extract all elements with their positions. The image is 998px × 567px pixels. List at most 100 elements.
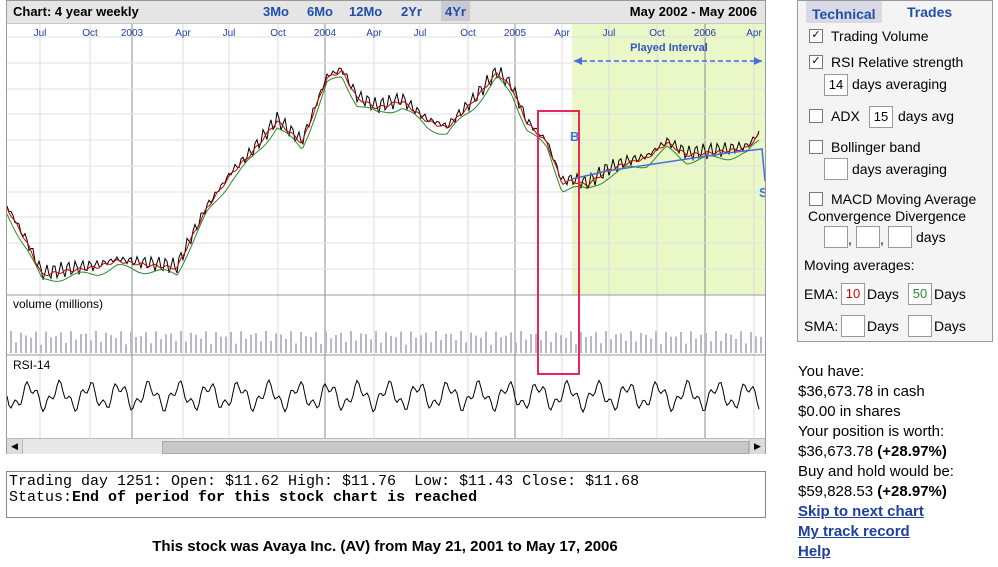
macd-input-1[interactable]	[824, 226, 848, 248]
tab-3mo[interactable]: 3Mo	[263, 4, 289, 19]
month-label: Apr	[554, 28, 570, 39]
trading-volume-label: Trading Volume	[831, 28, 929, 44]
status-value: End of period for this stock chart is re…	[72, 489, 478, 506]
ema-long-days: Days	[934, 286, 966, 302]
month-label: 2006	[694, 28, 717, 39]
ema-long-input[interactable]: 50	[908, 283, 932, 305]
macd-label-2: Convergence Divergence	[808, 208, 966, 224]
rsi-line	[7, 378, 760, 414]
scroll-right-icon[interactable]: ▶	[749, 439, 765, 454]
volume-bars	[10, 331, 762, 353]
month-label: Apr	[366, 28, 382, 39]
adx-label: ADX	[831, 108, 860, 124]
bollinger-label: Bollinger band	[831, 139, 921, 155]
macd-input-2[interactable]	[856, 226, 880, 248]
trading-info-box: Trading day 1251: Open: $11.62 High: $11…	[6, 471, 766, 518]
rsi-checkbox[interactable]: ✓	[809, 55, 823, 69]
sma-short-input[interactable]	[841, 315, 865, 337]
help-link[interactable]: Help	[798, 543, 831, 560]
macd-days-label: days	[916, 229, 946, 245]
macd-label-1: MACD Moving Average	[831, 191, 977, 207]
tab-12mo[interactable]: 12Mo	[349, 4, 383, 19]
ema-label: EMA:	[804, 286, 839, 302]
macd-comma-2: ,	[880, 231, 884, 247]
macd-input-3[interactable]	[888, 226, 912, 248]
month-label: Jul	[414, 28, 427, 39]
rsi-days-label: days averaging	[852, 76, 947, 92]
scroll-left-icon[interactable]: ◀	[7, 439, 23, 454]
stock-reveal-text: This stock was Avaya Inc. (AV) from May …	[152, 538, 618, 555]
sma-long-input[interactable]	[908, 315, 932, 337]
buy-hold-label: Buy and hold would be:	[798, 463, 954, 480]
month-label: Oct	[460, 28, 476, 39]
chart-grid	[7, 24, 765, 438]
highlight-box	[537, 110, 580, 375]
bollinger-days-label: days averaging	[852, 161, 947, 177]
tab-technical[interactable]: Technical	[806, 1, 882, 23]
cash-value: $36,673.78 in cash	[798, 383, 925, 400]
ema-short-line	[7, 70, 760, 277]
position-label: Your position is worth:	[798, 423, 945, 440]
status-line: Status:End of period for this stock char…	[9, 490, 477, 506]
tab-trades[interactable]: Trades	[907, 4, 953, 20]
scroll-thumb[interactable]	[162, 441, 749, 454]
rsi-days-input[interactable]: 14	[824, 74, 848, 96]
month-label: Apr	[175, 28, 191, 39]
arrow-right-head	[754, 57, 762, 65]
month-label: 2003	[121, 28, 144, 39]
month-labels: Jul Oct 2003 Apr Jul Oct 2004 Apr Jul Oct 2005 Apr J…	[34, 28, 763, 39]
ema-short-input[interactable]: 10	[841, 283, 865, 305]
month-label: Apr	[746, 28, 762, 39]
played-interval-label: Played Interval	[630, 42, 708, 54]
bollinger-days-input[interactable]	[824, 158, 848, 180]
tab-4yr[interactable]: 4Yr	[441, 1, 470, 21]
tab-6mo[interactable]: 6Mo	[307, 4, 333, 19]
tab-2yr[interactable]: 2Yr	[401, 4, 422, 19]
position-pct: (+28.97%)	[877, 443, 947, 460]
buy-marker: B	[570, 129, 579, 144]
rsi-label: RSI-14	[13, 358, 51, 372]
macd-comma-1: ,	[848, 231, 852, 247]
adx-checkbox[interactable]	[809, 109, 823, 123]
trade-line	[571, 148, 765, 182]
horizontal-scrollbar[interactable]: ◀ ▶	[7, 438, 765, 454]
buy-hold-pct: (+28.97%)	[877, 483, 947, 500]
chart-canvas: Jul Oct 2003 Apr Jul Oct 2004 Apr Jul Oct 2005 Apr J…	[7, 24, 765, 438]
arrow-left-head	[574, 57, 582, 65]
position-value: $36,673.78	[798, 443, 874, 460]
sell-marker: S	[759, 185, 765, 200]
my-track-record-link[interactable]: My track record	[798, 523, 910, 540]
date-range: May 2002 - May 2006	[629, 4, 757, 19]
month-label: Jul	[223, 28, 236, 39]
month-label: 2005	[504, 28, 527, 39]
rsi-label-panel: RSI Relative strength	[831, 54, 964, 70]
technical-panel: Technical Trades ✓ Trading Volume ✓ RSI …	[797, 0, 993, 342]
macd-checkbox[interactable]	[809, 192, 823, 206]
sma-short-days: Days	[867, 318, 899, 334]
played-interval-area	[572, 24, 765, 295]
buy-hold-row: $59,828.53 (+28.97%)	[798, 482, 998, 502]
skip-to-next-chart-link[interactable]: Skip to next chart	[798, 503, 924, 520]
month-label: Jul	[34, 28, 47, 39]
adx-days-input[interactable]: 15	[869, 106, 893, 128]
trading-volume-checkbox[interactable]: ✓	[809, 29, 823, 43]
stock-chart: Chart: 4 year weekly 3Mo 6Mo 12Mo 2Yr 4Y…	[6, 0, 766, 454]
position-row: $36,673.78 (+28.97%)	[798, 442, 998, 462]
trading-day-line: Trading day 1251: Open: $11.62 High: $11…	[9, 473, 640, 490]
panel-tabs: Technical Trades	[798, 1, 992, 23]
buy-hold-value: $59,828.53	[798, 483, 874, 500]
moving-averages-label: Moving averages:	[804, 257, 915, 273]
month-label: Jul	[603, 28, 616, 39]
month-label: 2004	[314, 28, 337, 39]
adx-days-label: days avg	[898, 108, 955, 124]
shares-value: $0.00 in shares	[798, 403, 901, 420]
sma-label: SMA:	[804, 318, 839, 334]
month-label: Oct	[82, 28, 98, 39]
bollinger-checkbox[interactable]	[809, 140, 823, 154]
chart-title: Chart: 4 year weekly	[13, 4, 139, 19]
you-have-label: You have:	[798, 363, 865, 380]
sma-long-days: Days	[934, 318, 966, 334]
month-label: Oct	[649, 28, 665, 39]
chart-header: Chart: 4 year weekly 3Mo 6Mo 12Mo 2Yr 4Y…	[7, 1, 765, 24]
ema-short-days: Days	[867, 286, 899, 302]
